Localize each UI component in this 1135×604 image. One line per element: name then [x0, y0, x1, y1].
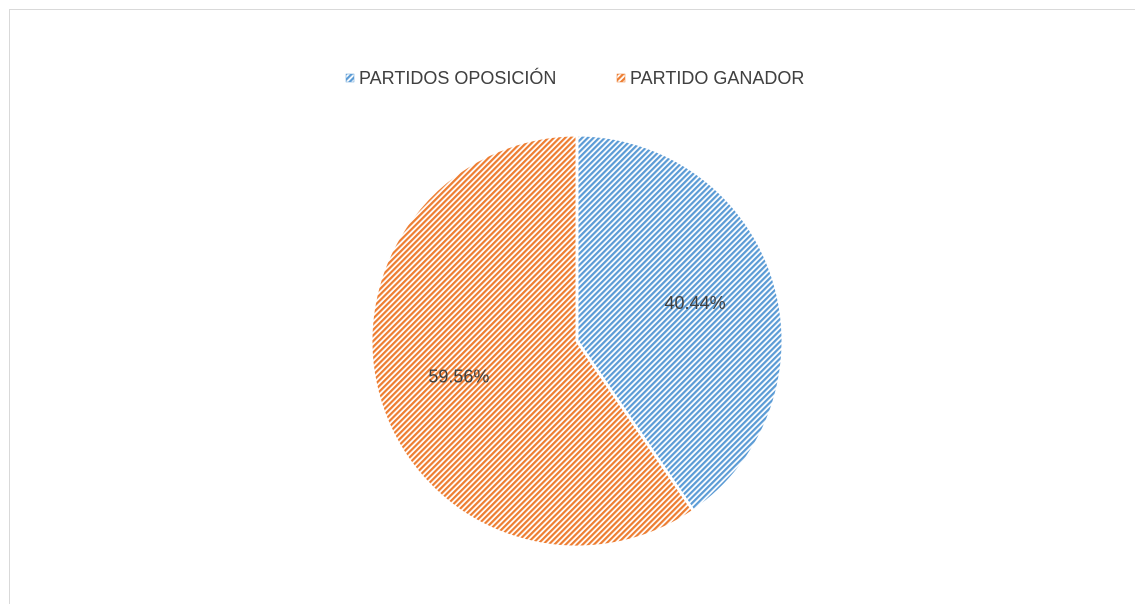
data-label: 40.44%	[665, 293, 726, 313]
pie-slice	[369, 133, 696, 549]
legend-label: PARTIDO GANADOR	[630, 68, 804, 88]
legend-label: PARTIDOS OPOSICIÓN	[359, 67, 556, 88]
legend-swatch	[616, 73, 626, 83]
pie-slice	[575, 133, 785, 514]
legend-swatch	[345, 73, 355, 83]
data-label: 59.56%	[428, 366, 489, 386]
